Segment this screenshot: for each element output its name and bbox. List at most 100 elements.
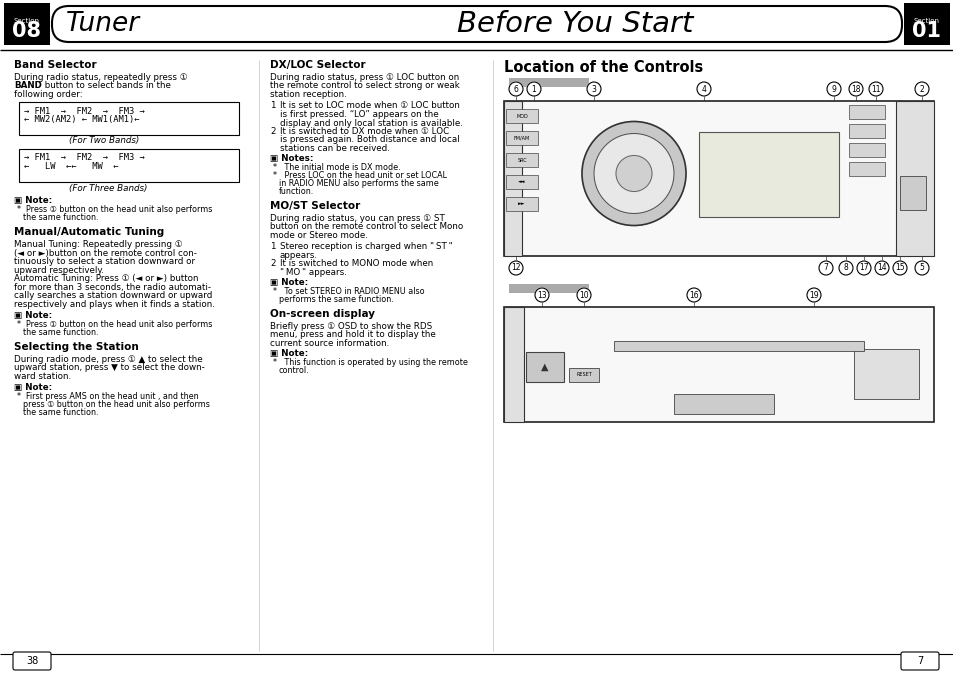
- Bar: [848, 124, 884, 138]
- Text: *   To set STEREO in RADIO MENU also: * To set STEREO in RADIO MENU also: [273, 287, 424, 296]
- Bar: [509, 78, 588, 87]
- Text: → FM1  →  FM2  →  FM3 →: → FM1 → FM2 → FM3 →: [24, 153, 145, 162]
- Bar: [699, 132, 838, 217]
- Text: is pressed again. Both distance and local: is pressed again. Both distance and loca…: [280, 135, 459, 145]
- Bar: [853, 349, 918, 399]
- Bar: [505, 153, 537, 167]
- Bar: [4, 3, 50, 45]
- Bar: [19, 149, 239, 181]
- Text: station reception.: station reception.: [270, 90, 346, 99]
- Text: Section: Section: [14, 18, 40, 24]
- Text: *  Press ① button on the head unit also performs: * Press ① button on the head unit also p…: [17, 320, 213, 329]
- Text: → FM1  →  FM2  →  FM3 →: → FM1 → FM2 → FM3 →: [24, 107, 145, 116]
- Text: " MO " appears.: " MO " appears.: [280, 268, 347, 276]
- Text: in RADIO MENU also performs the same: in RADIO MENU also performs the same: [278, 179, 438, 188]
- Text: is first pressed. “LO” appears on the: is first pressed. “LO” appears on the: [280, 110, 438, 119]
- Text: During radio status, press ① LOC button on: During radio status, press ① LOC button …: [270, 73, 458, 82]
- Text: Briefly press ① OSD to show the RDS: Briefly press ① OSD to show the RDS: [270, 322, 432, 331]
- Circle shape: [818, 261, 832, 275]
- Text: 12: 12: [511, 264, 520, 272]
- Circle shape: [586, 82, 600, 96]
- Bar: [505, 109, 537, 123]
- Text: 6: 6: [513, 84, 517, 93]
- Text: performs the same function.: performs the same function.: [278, 295, 394, 304]
- Text: It is set to LOC mode when ① LOC button: It is set to LOC mode when ① LOC button: [280, 101, 459, 110]
- Bar: [505, 197, 537, 211]
- Text: 38: 38: [26, 656, 38, 666]
- Text: the remote control to select strong or weak: the remote control to select strong or w…: [270, 82, 459, 91]
- Text: Stereo reception is charged when " ST ": Stereo reception is charged when " ST ": [280, 242, 453, 251]
- Bar: [509, 284, 588, 293]
- Text: During radio status, you can press ① ST: During radio status, you can press ① ST: [270, 214, 444, 222]
- Text: ▣ Note:: ▣ Note:: [14, 383, 52, 392]
- Text: menu, press and hold it to display the: menu, press and hold it to display the: [270, 331, 436, 339]
- Text: ◄◄: ◄◄: [517, 180, 525, 185]
- Bar: [848, 143, 884, 157]
- Text: 19: 19: [808, 291, 818, 299]
- Circle shape: [594, 133, 673, 214]
- Text: (For Three Bands): (For Three Bands): [69, 183, 147, 193]
- Bar: [614, 341, 863, 351]
- Text: 17: 17: [859, 264, 868, 272]
- Bar: [503, 101, 933, 256]
- Text: 10: 10: [578, 291, 588, 299]
- Bar: [505, 131, 537, 145]
- Text: appears.: appears.: [280, 251, 317, 260]
- Text: 16: 16: [688, 291, 699, 299]
- Text: Automatic Tuning: Press ① (◄ or ►) button: Automatic Tuning: Press ① (◄ or ►) butto…: [14, 274, 198, 283]
- Text: 3: 3: [591, 84, 596, 93]
- Text: ward station.: ward station.: [14, 372, 71, 381]
- Text: 9: 9: [831, 84, 836, 93]
- Text: button on the remote control to select Mono: button on the remote control to select M…: [270, 222, 463, 231]
- Text: 1: 1: [531, 84, 536, 93]
- Circle shape: [806, 288, 821, 302]
- Text: It is switched to DX mode when ① LOC: It is switched to DX mode when ① LOC: [280, 127, 449, 136]
- FancyBboxPatch shape: [900, 652, 938, 670]
- Bar: [895, 101, 933, 256]
- Circle shape: [697, 82, 710, 96]
- Text: the same function.: the same function.: [23, 408, 98, 416]
- Text: *   This function is operated by using the remote: * This function is operated by using the…: [273, 358, 467, 367]
- Text: ← MW2(AM2) ← MW1(AM1)←: ← MW2(AM2) ← MW1(AM1)←: [24, 115, 139, 124]
- Text: respectively and plays when it finds a station.: respectively and plays when it finds a s…: [14, 299, 214, 309]
- Text: 4: 4: [700, 84, 706, 93]
- Text: cally searches a station downward or upward: cally searches a station downward or upw…: [14, 291, 213, 300]
- Text: BAND: BAND: [14, 82, 42, 91]
- Text: for more than 3 seconds, the radio automati-: for more than 3 seconds, the radio autom…: [14, 283, 211, 291]
- Text: 15: 15: [894, 264, 903, 272]
- Text: *  First press AMS on the head unit , and then: * First press AMS on the head unit , and…: [17, 392, 198, 401]
- Circle shape: [914, 261, 928, 275]
- Bar: [673, 394, 773, 414]
- Text: 7: 7: [916, 656, 923, 666]
- Text: 18: 18: [850, 84, 860, 93]
- Text: (For Two Bands): (For Two Bands): [69, 137, 139, 145]
- Text: 5: 5: [919, 264, 923, 272]
- Circle shape: [856, 261, 870, 275]
- Bar: [503, 307, 933, 422]
- Text: During radio status, repeatedly press ①: During radio status, repeatedly press ①: [14, 73, 188, 82]
- Text: 2: 2: [270, 259, 275, 268]
- Text: 13: 13: [537, 291, 546, 299]
- Text: ▣ Note:: ▣ Note:: [14, 311, 52, 320]
- Text: Before You Start: Before You Start: [456, 10, 693, 38]
- Circle shape: [509, 82, 522, 96]
- Circle shape: [874, 261, 888, 275]
- Circle shape: [509, 261, 522, 275]
- Text: On-screen display: On-screen display: [270, 309, 375, 319]
- FancyBboxPatch shape: [13, 652, 51, 670]
- Circle shape: [848, 82, 862, 96]
- Circle shape: [686, 288, 700, 302]
- Bar: [19, 101, 239, 135]
- Text: tinuously to select a station downward or: tinuously to select a station downward o…: [14, 257, 195, 266]
- Bar: [848, 162, 884, 176]
- Bar: [568, 368, 598, 382]
- Bar: [503, 101, 521, 256]
- Text: upward respectively.: upward respectively.: [14, 266, 104, 274]
- Text: current source information.: current source information.: [270, 339, 389, 347]
- Circle shape: [577, 288, 590, 302]
- Circle shape: [581, 122, 685, 226]
- Circle shape: [616, 155, 651, 191]
- Text: the same function.: the same function.: [23, 328, 98, 337]
- Bar: [899, 176, 925, 210]
- Circle shape: [892, 261, 906, 275]
